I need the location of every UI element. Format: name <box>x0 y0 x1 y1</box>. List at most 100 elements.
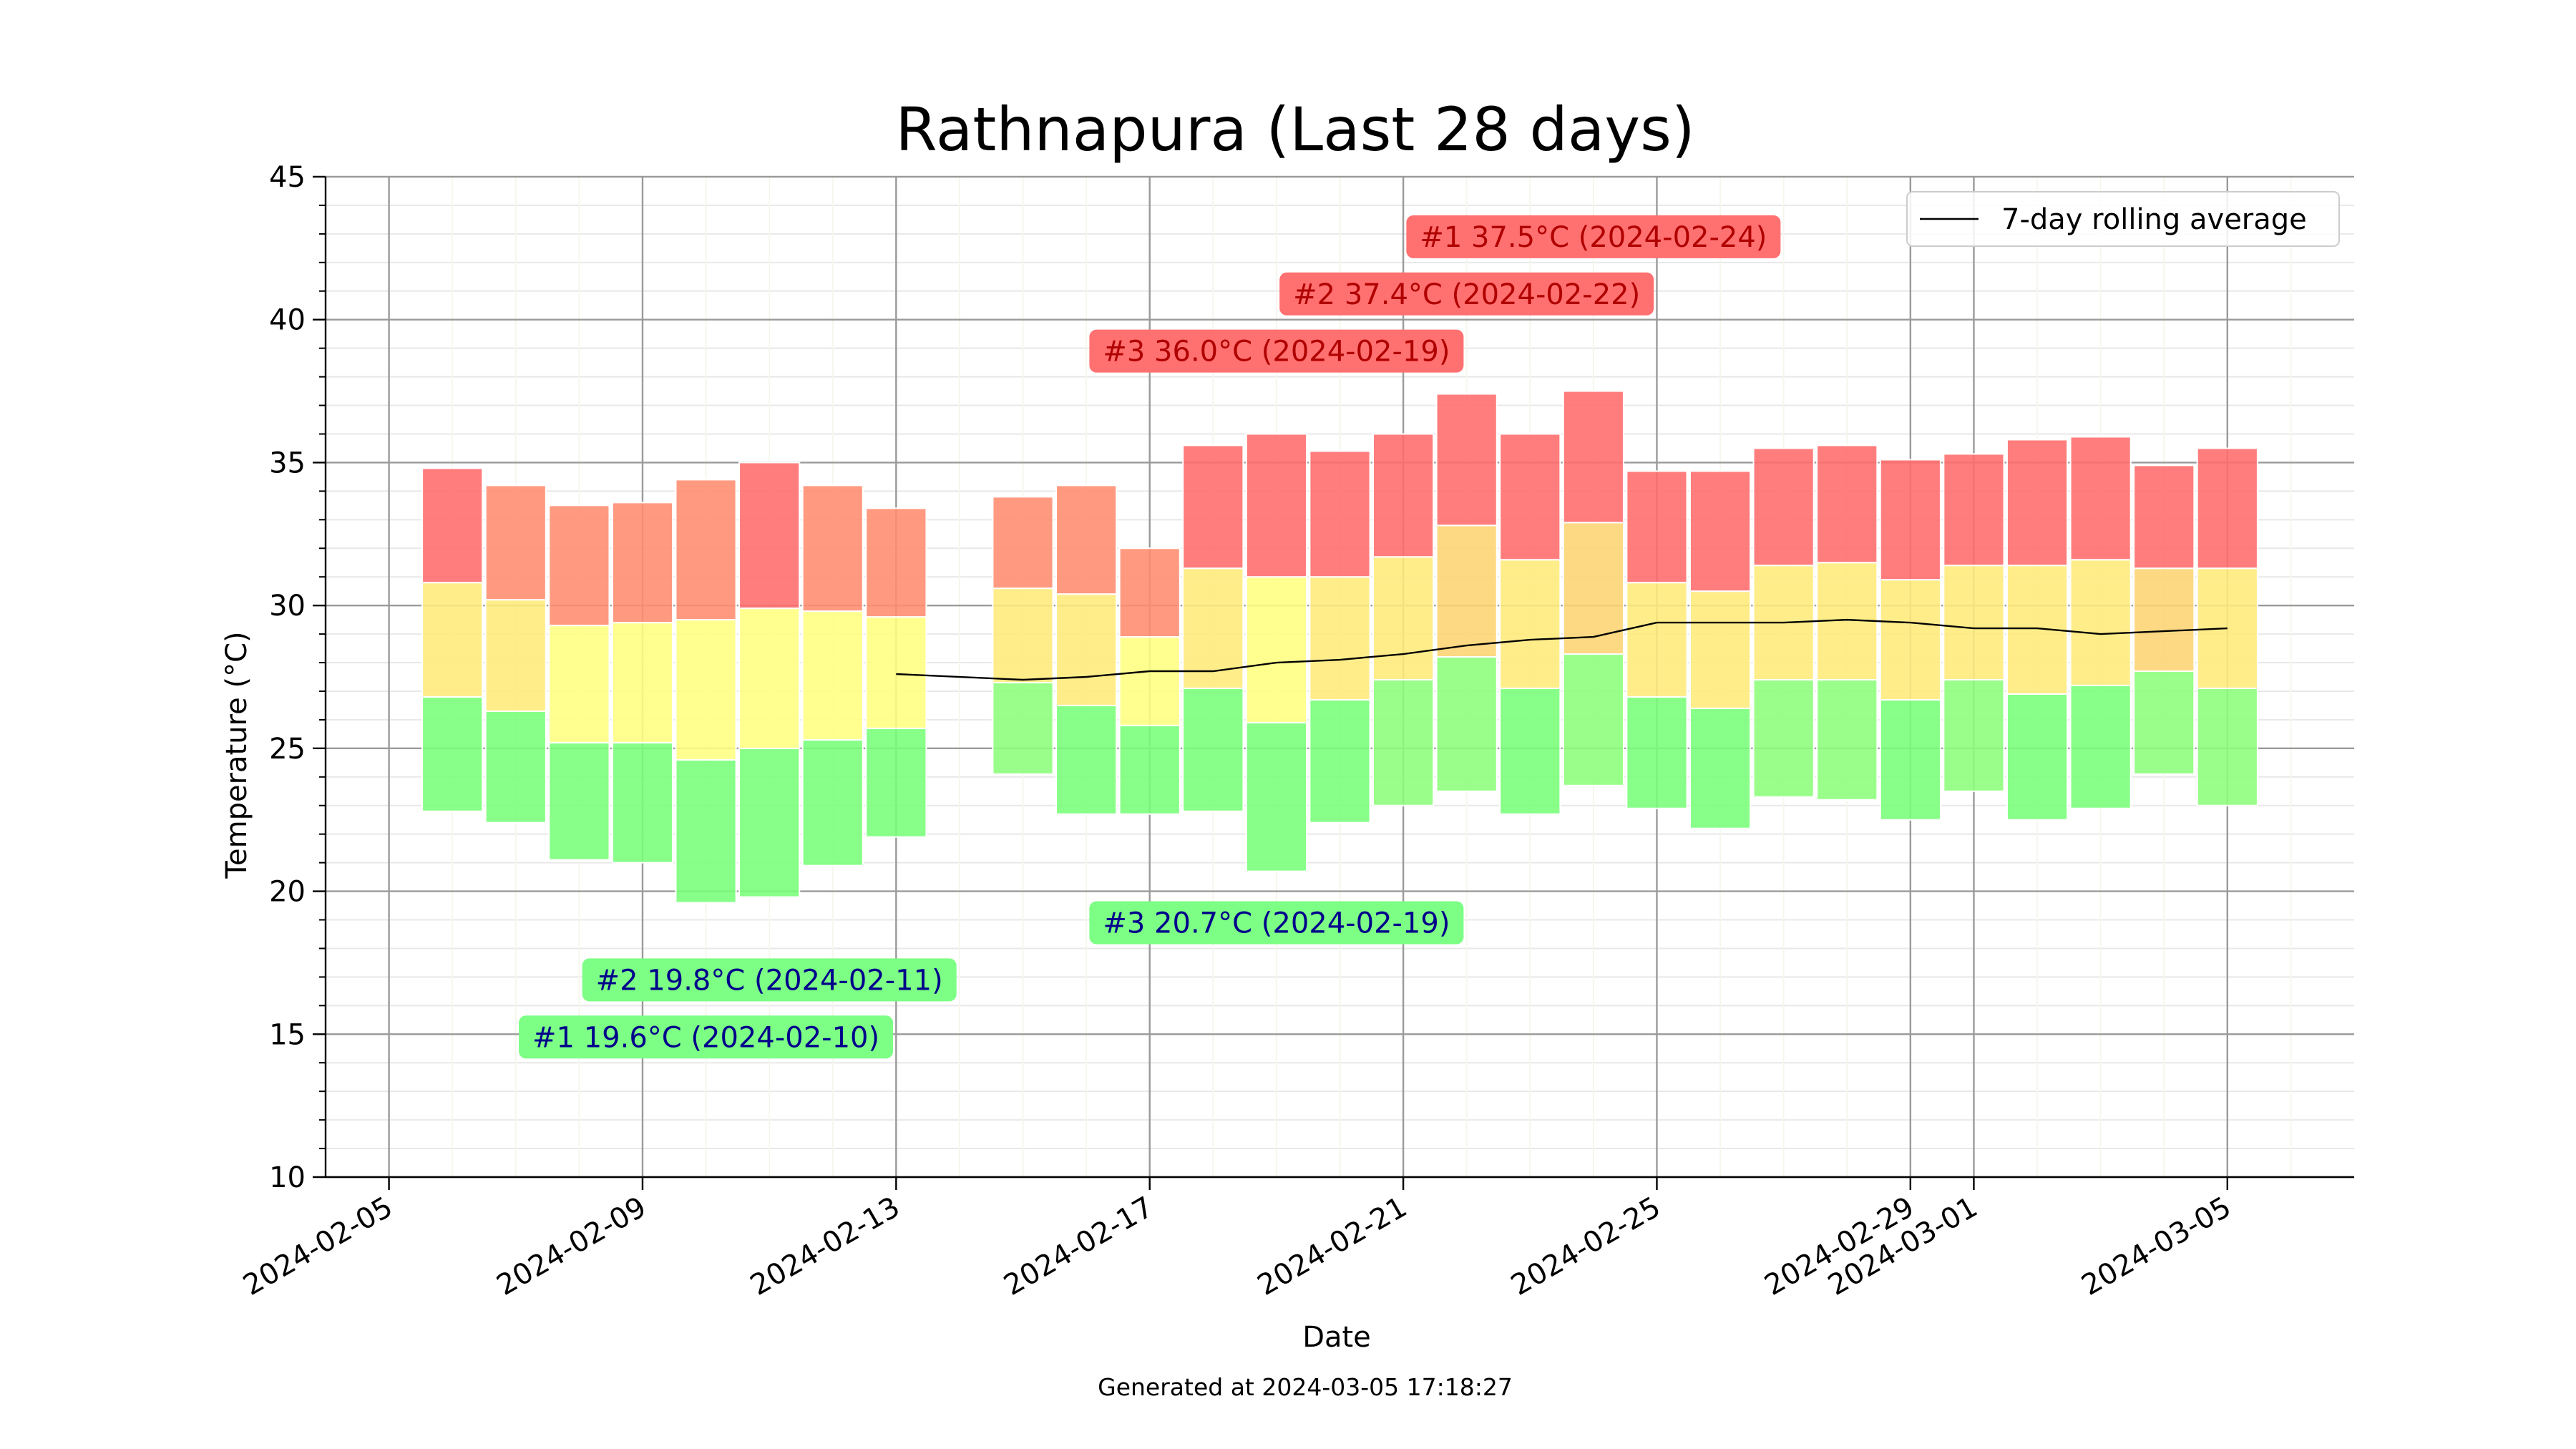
bar-high-band <box>1309 450 1371 578</box>
bar-low-band <box>484 710 547 824</box>
bar-mid-band <box>992 587 1054 683</box>
generated-footer: Generated at 2024-03-05 17:18:27 <box>1098 1373 1513 1401</box>
legend-label: 7-day rolling average <box>2001 203 2307 236</box>
bar-mid-band <box>1626 582 1688 698</box>
bar-mid-band <box>1245 576 1307 723</box>
bar-high-band <box>1562 390 1624 524</box>
bar-low-band <box>1245 721 1307 872</box>
bar-high-band <box>1118 547 1181 638</box>
y-axis-label: Temperature (°C) <box>220 631 253 879</box>
y-tick-label: 35 <box>269 447 306 479</box>
bar-high-band <box>675 479 737 621</box>
bar-high-band <box>1943 453 2005 567</box>
bar-high-band <box>1626 470 1688 584</box>
bar-low-band <box>865 727 927 838</box>
bar-high-band <box>801 484 864 613</box>
bar-high-band <box>2196 447 2258 570</box>
y-tick-label: 10 <box>269 1161 306 1194</box>
rolling-average-line <box>896 618 2228 681</box>
bar-mid-band <box>801 610 864 741</box>
y-tick-label: 45 <box>269 161 306 194</box>
bar-mid-band <box>1562 522 1624 655</box>
bar-mid-band <box>2133 567 2195 673</box>
max-annotation-box <box>1089 329 1464 373</box>
bar-mid-band <box>1689 590 1752 709</box>
bar-low-band <box>2196 687 2258 806</box>
bar-mid-band <box>1055 593 1118 706</box>
y-tick-label: 30 <box>269 590 306 623</box>
bar-mid-band <box>865 616 927 729</box>
min-annotation-box <box>1089 901 1464 945</box>
max-annotation-text: #1 37.5°C (2024-02-24) <box>1420 221 1767 254</box>
bar-high-band <box>1435 393 1498 527</box>
min-annotation-box <box>519 1015 894 1059</box>
y-tick-label: 20 <box>269 876 306 909</box>
bar-high-band <box>865 507 927 618</box>
min-annotation: #2 19.8°C (2024-02-11) <box>582 958 957 1002</box>
bar-low-band <box>738 747 801 898</box>
min-annotation-text: #3 20.7°C (2024-02-19) <box>1103 907 1450 940</box>
bar-high-band <box>548 504 610 627</box>
bar-high-band <box>1055 484 1118 595</box>
bar-high-band <box>2069 436 2132 561</box>
min-annotation: #3 20.7°C (2024-02-19) <box>1089 901 1464 945</box>
max-annotation-box <box>1406 215 1781 258</box>
bar-high-band <box>1752 447 1815 567</box>
bar-low-band <box>1182 687 1244 812</box>
bar-mid-band <box>2069 559 2132 686</box>
bar-low-band <box>1309 698 1371 824</box>
bar-low-band <box>1055 704 1118 815</box>
bar-mid-band <box>1879 579 1941 701</box>
bar-low-band <box>1689 707 1752 829</box>
bar-high-band <box>1689 470 1752 592</box>
bar-low-band <box>1879 698 1941 821</box>
max-annotation: #3 36.0°C (2024-02-19) <box>1089 329 1464 373</box>
bar-mid-band <box>611 622 674 743</box>
max-annotation: #2 37.4°C (2024-02-22) <box>1279 272 1654 316</box>
legend-box <box>1906 191 2340 247</box>
bar-mid-band <box>1499 559 1561 689</box>
rolling-average-layer <box>896 618 2228 681</box>
bar-low-band <box>1372 678 1435 806</box>
bars-layer <box>421 390 2258 904</box>
bar-mid-band <box>1943 565 2005 680</box>
bar-high-band <box>1499 433 1561 561</box>
bar-high-band <box>2133 464 2195 570</box>
bar-high-band <box>611 502 674 624</box>
bar-high-band <box>1182 444 1244 570</box>
bar-low-band <box>1816 678 1878 801</box>
bar-low-band <box>1499 687 1561 815</box>
bar-low-band <box>801 738 864 867</box>
bar-mid-band <box>675 619 737 761</box>
bar-high-band <box>1879 459 1941 581</box>
bar-high-band <box>992 496 1054 590</box>
bar-low-band <box>1118 724 1181 815</box>
bar-low-band <box>2006 693 2069 821</box>
bar-high-band <box>2006 439 2069 567</box>
bar-high-band <box>1372 433 1435 558</box>
bar-low-band <box>421 696 484 812</box>
bar-high-band <box>738 462 801 610</box>
bar-low-band <box>2069 684 2132 809</box>
bar-low-band <box>2133 670 2195 775</box>
bar-mid-band <box>1372 556 1435 680</box>
bar-mid-band <box>484 599 547 712</box>
min-annotation-text: #1 19.6°C (2024-02-10) <box>532 1021 879 1054</box>
bar-high-band <box>484 484 547 601</box>
bar-low-band <box>1562 653 1624 786</box>
bar-mid-band <box>421 582 484 698</box>
x-axis-label: Date <box>1302 1321 1371 1354</box>
min-annotation-text: #2 19.8°C (2024-02-11) <box>596 964 943 997</box>
bar-high-band <box>421 467 484 584</box>
bar-high-band <box>1245 433 1307 578</box>
bar-low-band <box>1435 656 1498 792</box>
bar-high-band <box>1816 444 1878 564</box>
bar-mid-band <box>738 608 801 749</box>
legend: 7-day rolling average <box>1906 191 2340 247</box>
bar-low-band <box>1943 678 2005 792</box>
max-annotation-text: #2 37.4°C (2024-02-22) <box>1293 278 1640 311</box>
bar-mid-band <box>1435 525 1498 658</box>
bar-mid-band <box>548 625 610 743</box>
y-tick-label: 25 <box>269 733 306 766</box>
